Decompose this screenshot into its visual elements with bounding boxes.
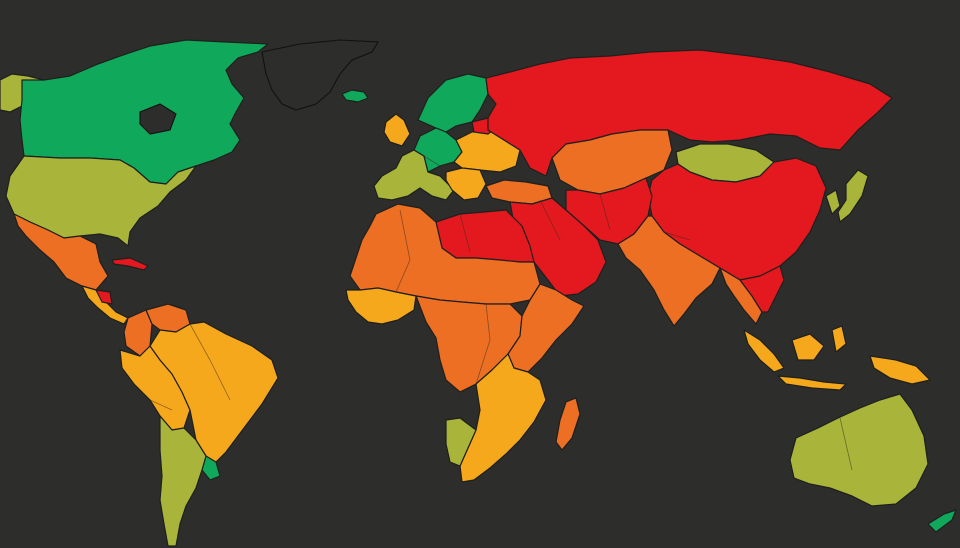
region-uk[interactable] [383,113,411,147]
region-balkans[interactable] [445,167,487,201]
region-west-africa-coast[interactable] [345,287,417,325]
region-east-africa[interactable] [507,283,585,373]
region-nicaragua[interactable] [95,289,113,305]
region-russia[interactable] [485,49,893,177]
region-madagascar[interactable] [555,397,581,451]
region-iceland[interactable] [341,89,369,103]
region-new-zealand[interactable] [927,509,957,533]
region-indonesia[interactable] [743,325,847,391]
region-western-europe[interactable] [373,149,455,201]
internal-borders [149,155,853,471]
region-india-pakistan[interactable] [617,215,721,327]
hudson-bay [139,103,177,135]
region-vietnam-laos[interactable] [739,265,785,313]
region-mexico[interactable] [13,213,109,291]
region-png[interactable] [869,355,931,385]
region-korea-japan[interactable] [825,169,869,223]
region-namibia[interactable] [445,417,477,467]
region-cuba[interactable] [111,257,149,271]
region-greenland[interactable] [261,39,379,111]
region-argentina-chile[interactable] [159,415,207,547]
region-australia[interactable] [789,393,929,507]
region-brazil[interactable] [149,321,279,465]
